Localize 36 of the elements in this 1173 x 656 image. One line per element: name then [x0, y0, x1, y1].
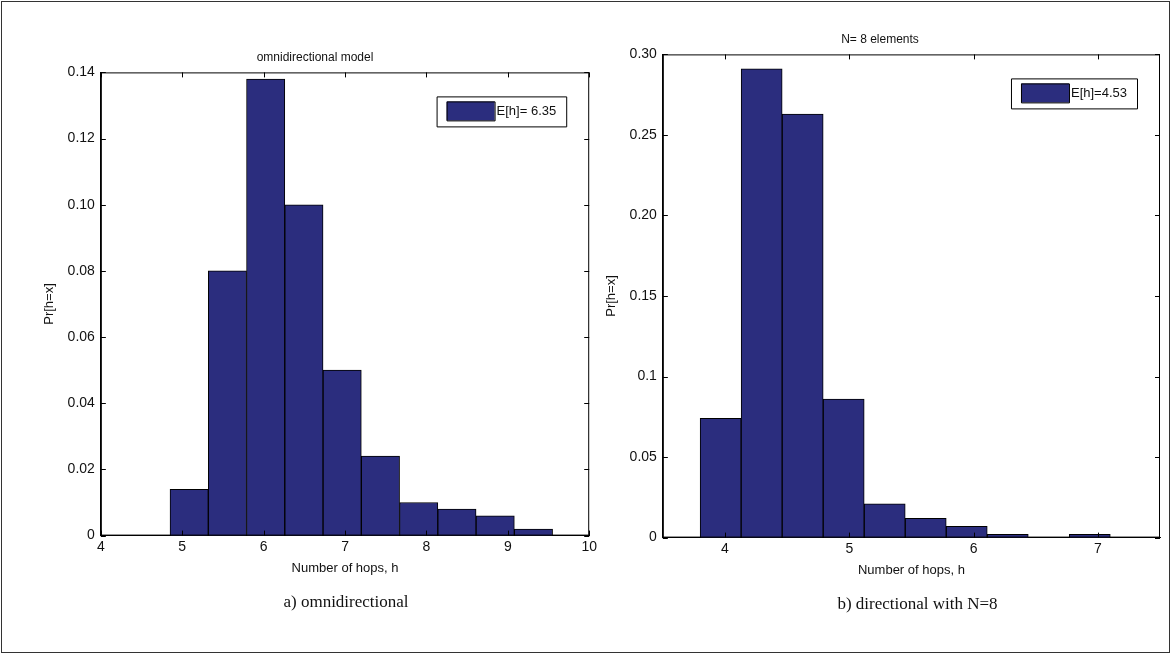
y-tick-label: 0.08	[67, 261, 96, 278]
y-tick-label: 0.15	[629, 286, 658, 303]
x-tick-label: 4	[96, 537, 105, 554]
x-tick-label: 4	[721, 539, 730, 556]
y-tick-label: 0	[649, 528, 658, 545]
x-tick-label: 9	[503, 537, 512, 554]
text: b) directional with N=8	[836, 594, 999, 614]
y-tick-label: 0	[87, 526, 96, 543]
x-tick-label: 6	[969, 539, 978, 556]
x-axis-title: Number of hops, h	[857, 561, 965, 577]
legend-label: E[h]=4.53	[1070, 84, 1128, 100]
y-axis-title: Pr[h=x]	[603, 275, 619, 317]
x-tick-label: 8	[422, 537, 431, 554]
y-tick-label: 0.05	[629, 447, 658, 464]
y-tick-label: 0.1	[637, 367, 658, 384]
x-tick-label: 6	[259, 537, 268, 554]
y-tick-label: 0.06	[67, 327, 96, 344]
chart-title: omnidirectional model	[256, 49, 374, 64]
x-tick-label: 7	[1093, 539, 1102, 556]
x-axis-title: Number of hops, h	[291, 559, 399, 575]
y-tick-label: 0.02	[67, 460, 96, 477]
text: a) omnidirectional	[282, 592, 410, 612]
x-tick-label: 5	[178, 537, 187, 554]
y-axis-title: Pr[h=x]	[41, 283, 57, 325]
y-tick-label: 0.12	[67, 129, 96, 146]
x-tick-label: 7	[341, 537, 350, 554]
legend-label: E[h]= 6.35	[496, 102, 557, 118]
chart-title: N= 8 elements	[841, 31, 919, 46]
y-tick-label: 0.04	[67, 394, 96, 411]
y-tick-label: 0.20	[629, 206, 658, 223]
y-tick-label: 0.25	[629, 125, 658, 142]
y-tick-label: 0.10	[67, 195, 96, 212]
y-tick-label: 0.14	[67, 63, 96, 80]
x-tick-label: 10	[581, 537, 598, 554]
y-tick-label: 0.30	[629, 45, 658, 62]
x-tick-label: 5	[845, 539, 854, 556]
